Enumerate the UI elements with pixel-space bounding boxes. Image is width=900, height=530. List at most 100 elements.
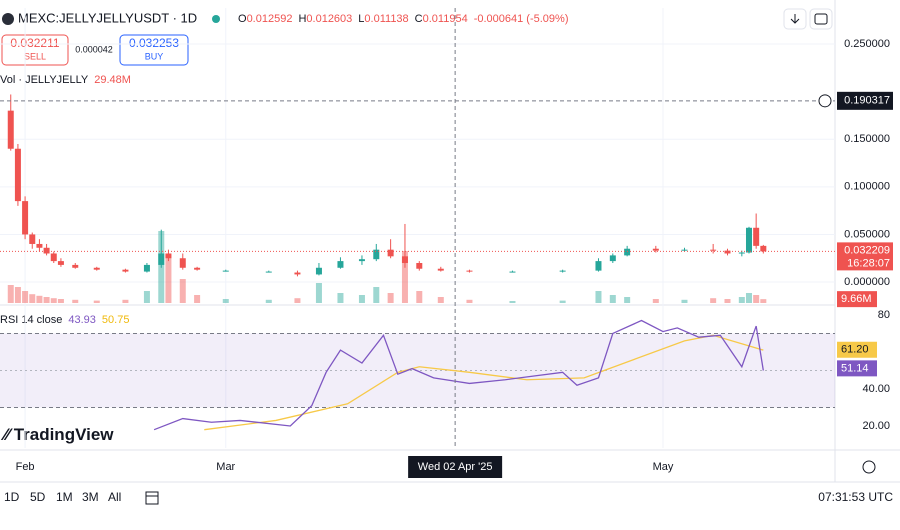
calendar-icon [145,491,159,505]
volume-bar [294,298,301,303]
crosshair-x-label: Wed 02 Apr '25 [418,461,493,473]
range-button[interactable]: 5D [30,490,46,504]
candle-body [437,268,444,271]
candle-body [36,243,43,248]
volume-bar [624,297,631,303]
candle-body [745,227,752,253]
volume-bar [337,293,344,303]
candle-body [387,249,394,257]
spread: 0.000042 [75,44,113,54]
candle-body [401,256,408,264]
y-tick-label: 0.250000 [844,38,890,50]
ohlc: O0.012592 H0.012603 L0.011138 C0.011954 -0.0… [238,13,568,25]
candle-body [416,263,423,269]
settings-icon[interactable] [862,460,876,474]
volume-bar [760,299,767,303]
volume-bar [724,299,731,303]
volume-bar [194,295,201,303]
candle-body [652,248,659,251]
candle-body [337,261,344,268]
rsi-marker-box [837,341,877,358]
volume-bar [165,255,172,303]
candle-body [624,248,631,256]
change: -0.000641 (-5.09%) [474,13,569,25]
rsi-value: 43.93 [68,314,96,326]
volume-bar [222,299,229,303]
buy-label: BUY [145,51,164,61]
candle-body [222,270,229,272]
y-tick-label: 0.150000 [844,133,890,145]
range-button[interactable]: 3M [82,490,99,504]
candle-body [294,272,301,275]
candle-body [194,267,201,270]
candle-body [265,271,272,273]
volume-bar [265,299,272,303]
candle-body [681,249,688,251]
volume-bar [50,298,57,303]
fullscreen-button[interactable] [809,8,833,30]
volume-bar [29,294,36,303]
volume-bar [652,299,659,303]
candle-body [50,253,57,262]
rsi-marker-box [837,360,877,377]
last-volume-label: 9.66M [841,293,872,305]
volume-bar [437,297,444,303]
volume-bar [745,293,752,303]
logo-mark: ⁄⁄ [0,425,13,444]
rsi-line [153,319,764,431]
range-button[interactable]: All [108,490,121,504]
x-tick-label: Feb [16,461,35,473]
volume-bar [387,293,394,303]
rsi-tick-label: 20.00 [862,420,890,432]
y-tick-label: 0.100000 [844,181,890,193]
candle-body [143,264,150,272]
c-label: C [415,13,423,25]
candle-body [559,270,566,272]
y-tick-label: 0.050000 [844,228,890,240]
volume-bar [7,285,14,303]
candle-body [22,201,29,235]
candle-body [158,253,165,265]
h-label: H [298,13,306,25]
rsi-ma-line [204,334,764,431]
symbol-icon[interactable] [2,13,14,25]
sell-label: SELL [24,51,46,61]
crosshair-x-box [408,456,503,478]
volume-bar [93,300,100,303]
buy-price: 0.032253 [129,36,179,50]
range-button[interactable]: 1M [56,490,73,504]
candle-body [738,252,745,254]
volume-bar [466,299,473,303]
volume-bar [143,291,150,303]
logo-text: TradingView [14,425,115,444]
add-alert[interactable] [818,94,832,108]
h-value: 0.012603 [306,13,352,25]
buy-button[interactable] [119,34,189,66]
candle-body [179,258,186,268]
logo[interactable]: ⁄⁄ TradingView [0,425,114,444]
volume-bar [416,291,423,303]
download-icon [790,14,800,24]
fullscreen-icon [814,13,828,25]
volume-bar [595,291,602,303]
volume-bar [179,279,186,303]
candle-body [373,249,380,260]
volume-bar [509,301,516,303]
volume-bar [315,283,322,303]
y-tick-label: 0.000000 [844,276,890,288]
l-label: L [358,13,364,25]
candle-body [760,245,767,252]
volume-bar [22,291,29,303]
candle-body [14,148,21,202]
candle-body [595,261,602,271]
volume-bar [72,299,79,303]
candle-body [509,271,516,273]
x-tick-label: Mar [216,461,235,473]
symbol[interactable]: MEXC:JELLYJELLYUSDT · 1D [18,10,197,25]
sell-button[interactable] [1,34,69,66]
range-button[interactable]: 1D [4,490,20,504]
rsi-tick-label: 80 [878,309,890,321]
countdown: 16:28:07 [847,257,890,269]
